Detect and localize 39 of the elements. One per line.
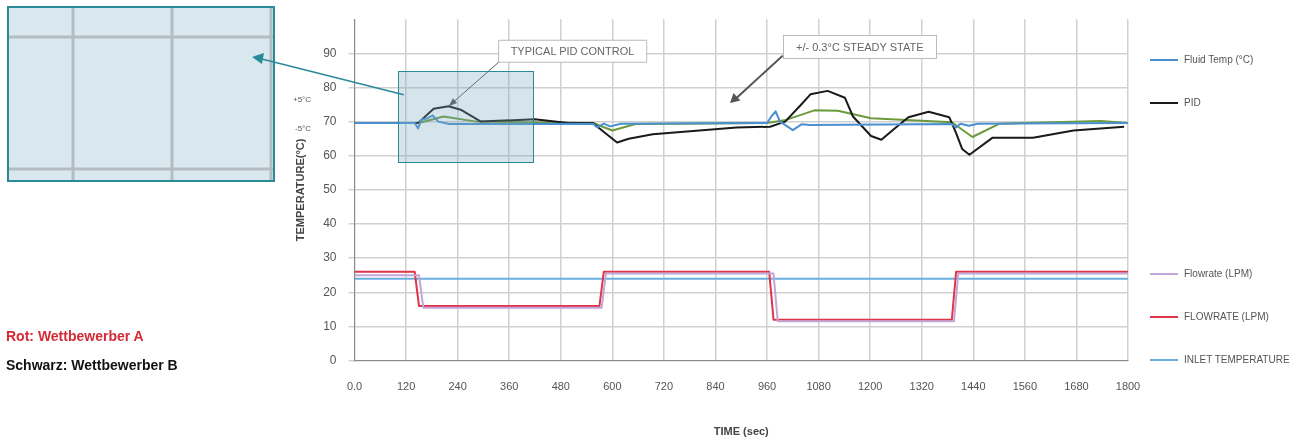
x-tick-label: 1080 xyxy=(806,380,831,393)
x-tick-label: 120 xyxy=(396,380,416,393)
y-tick-label: 0 xyxy=(329,352,337,367)
x-tick-label: 600 xyxy=(603,380,622,393)
annotation: TYPICAL PID CONTROL xyxy=(510,45,635,58)
x-tick-label: 1320 xyxy=(909,380,934,393)
x-tick-label: 1560 xyxy=(1012,380,1038,393)
legend-label: INLET TEMPERATURE xyxy=(1184,354,1290,365)
x-tick-label: 960 xyxy=(757,380,777,393)
x-tick-label: 360 xyxy=(500,380,519,393)
y-tick-label: 90 xyxy=(323,45,337,60)
x-tick-label: 720 xyxy=(654,380,674,393)
y-tick-label: 40 xyxy=(323,216,337,231)
x-tick-label: 840 xyxy=(706,380,725,393)
text: Schwarz: Wettbewerber B xyxy=(6,357,178,373)
x-tick-label: 480 xyxy=(551,380,570,393)
x-tick-label: 1800 xyxy=(1115,380,1141,393)
legend-label: Fluid Temp (°C) xyxy=(1184,54,1254,65)
y-tick-label: 10 xyxy=(323,318,337,333)
text: Rot: Wettbewerber A xyxy=(6,328,144,344)
annotation: +/- 0.3°C STEADY STATE xyxy=(783,35,937,59)
x-tick-label: 1680 xyxy=(1064,380,1089,393)
y-tick-label: 60 xyxy=(323,148,337,163)
x-tick-label: 240 xyxy=(448,380,467,393)
text: -5°C xyxy=(295,124,312,133)
legend-label: FLOWRATE (LPM) xyxy=(1184,311,1269,322)
x-tick-label: 0.0 xyxy=(346,380,363,393)
text: +5°C xyxy=(293,95,312,104)
y-tick-label: 70 xyxy=(323,113,337,128)
y-tick-label: 80 xyxy=(323,79,337,94)
y-tick-label: 20 xyxy=(323,284,337,299)
y-axis-title: TEMPERATURE(°C) xyxy=(293,138,306,242)
x-tick-label: 1440 xyxy=(961,380,986,393)
legend-label: PID xyxy=(1184,97,1201,108)
x-axis-title: TIME (sec) xyxy=(713,425,770,438)
y-tick-label: 30 xyxy=(323,250,337,265)
x-tick-label: 1200 xyxy=(857,380,883,393)
legend-label: Flowrate (LPM) xyxy=(1184,268,1253,279)
y-tick-label: 50 xyxy=(323,182,337,197)
